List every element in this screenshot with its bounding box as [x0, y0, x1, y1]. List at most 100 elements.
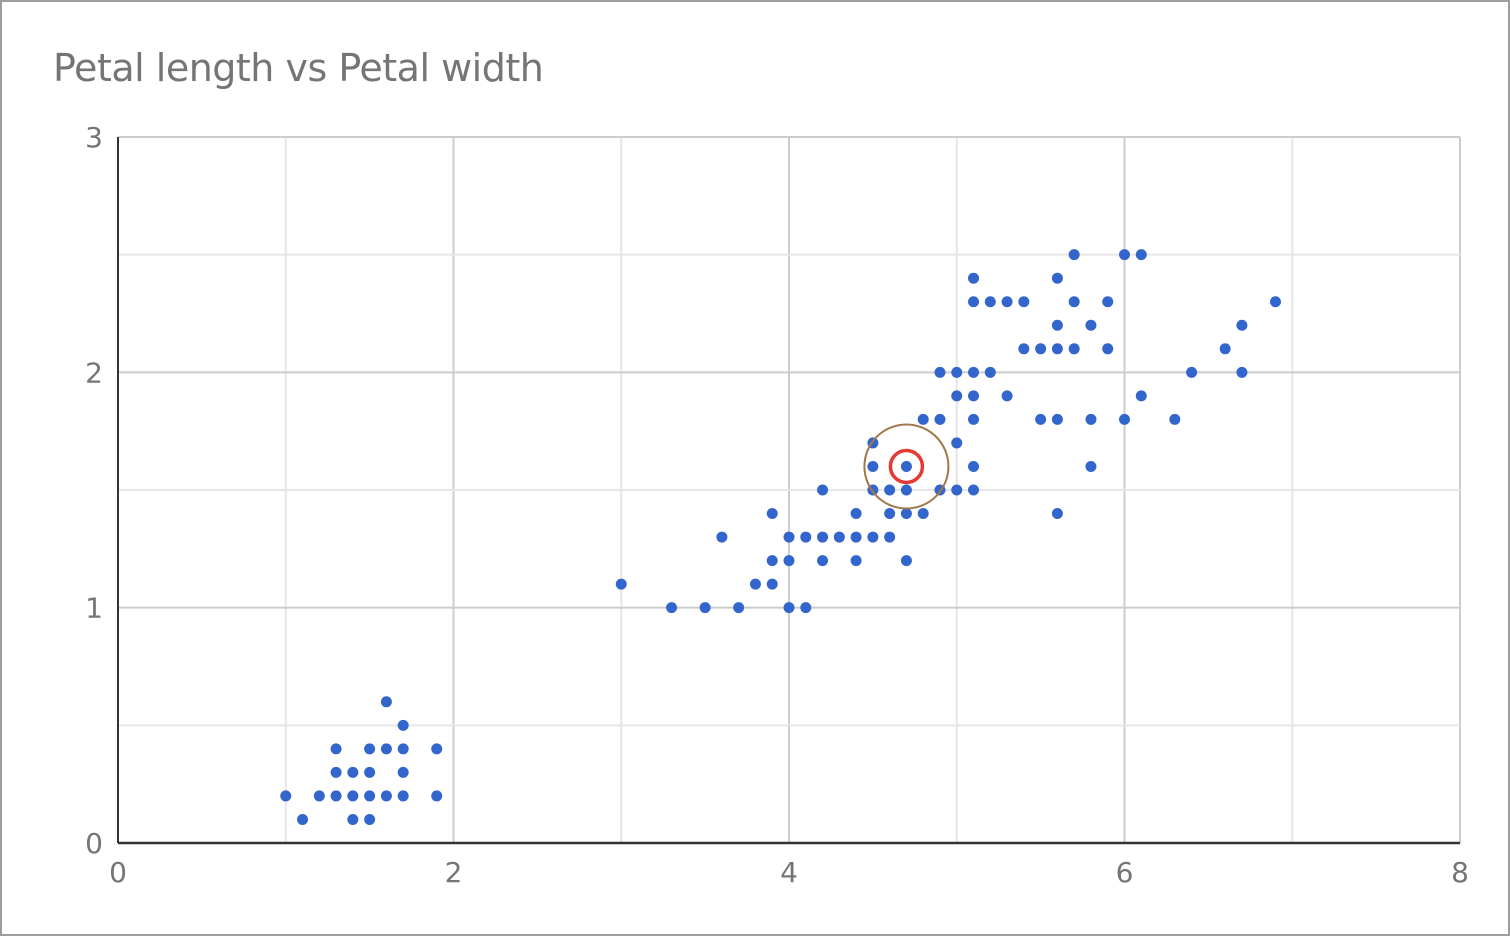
- data-point[interactable]: [934, 413, 946, 425]
- data-point[interactable]: [380, 696, 392, 708]
- data-point[interactable]: [968, 413, 980, 425]
- data-point[interactable]: [397, 743, 409, 755]
- data-point[interactable]: [850, 531, 862, 543]
- data-point[interactable]: [817, 531, 829, 543]
- data-point[interactable]: [900, 508, 912, 520]
- data-point[interactable]: [1219, 343, 1231, 355]
- data-point[interactable]: [397, 766, 409, 778]
- data-point[interactable]: [380, 790, 392, 802]
- data-point[interactable]: [330, 790, 342, 802]
- data-point[interactable]: [968, 272, 980, 284]
- data-point[interactable]: [1051, 272, 1063, 284]
- data-point[interactable]: [817, 555, 829, 567]
- data-point[interactable]: [347, 790, 359, 802]
- data-point[interactable]: [884, 484, 896, 496]
- data-point[interactable]: [364, 743, 376, 755]
- data-point[interactable]: [900, 555, 912, 567]
- data-point[interactable]: [1001, 296, 1013, 308]
- data-point[interactable]: [431, 743, 443, 755]
- data-point[interactable]: [1085, 413, 1097, 425]
- data-point[interactable]: [984, 366, 996, 378]
- data-point[interactable]: [666, 602, 678, 614]
- data-point[interactable]: [1169, 413, 1181, 425]
- data-point[interactable]: [783, 602, 795, 614]
- y-tick-label: 2: [85, 356, 103, 389]
- data-point[interactable]: [800, 531, 812, 543]
- data-point[interactable]: [817, 484, 829, 496]
- data-point[interactable]: [699, 602, 711, 614]
- data-point[interactable]: [1051, 413, 1063, 425]
- data-point[interactable]: [1186, 366, 1198, 378]
- data-point[interactable]: [1051, 508, 1063, 520]
- data-point[interactable]: [1051, 319, 1063, 331]
- data-point[interactable]: [968, 484, 980, 496]
- data-point[interactable]: [733, 602, 745, 614]
- data-point[interactable]: [1018, 296, 1030, 308]
- data-point[interactable]: [917, 413, 929, 425]
- data-point[interactable]: [783, 531, 795, 543]
- data-point[interactable]: [1018, 343, 1030, 355]
- data-point[interactable]: [1135, 249, 1147, 261]
- data-point[interactable]: [1035, 413, 1047, 425]
- data-point[interactable]: [783, 555, 795, 567]
- data-point[interactable]: [1236, 319, 1248, 331]
- data-point[interactable]: [968, 460, 980, 472]
- data-point[interactable]: [364, 813, 376, 825]
- data-point[interactable]: [297, 813, 309, 825]
- data-point[interactable]: [280, 790, 292, 802]
- data-point[interactable]: [867, 531, 879, 543]
- data-point[interactable]: [800, 602, 812, 614]
- data-point[interactable]: [1102, 343, 1114, 355]
- data-point[interactable]: [1269, 296, 1281, 308]
- data-point[interactable]: [766, 578, 778, 590]
- data-point[interactable]: [1119, 249, 1130, 261]
- data-point[interactable]: [766, 555, 778, 567]
- data-point[interactable]: [1001, 390, 1013, 402]
- data-point[interactable]: [431, 790, 443, 802]
- data-point[interactable]: [900, 460, 912, 472]
- data-point[interactable]: [397, 719, 409, 731]
- data-point[interactable]: [867, 460, 879, 472]
- data-point[interactable]: [330, 766, 342, 778]
- data-point[interactable]: [917, 508, 929, 520]
- data-point[interactable]: [397, 790, 409, 802]
- data-point[interactable]: [1085, 460, 1097, 472]
- data-point[interactable]: [1085, 319, 1097, 331]
- data-point[interactable]: [347, 813, 359, 825]
- data-point[interactable]: [1068, 343, 1080, 355]
- data-point[interactable]: [968, 296, 980, 308]
- data-point[interactable]: [968, 366, 980, 378]
- data-point[interactable]: [951, 437, 963, 449]
- data-point[interactable]: [380, 743, 392, 755]
- data-point[interactable]: [833, 531, 845, 543]
- data-point[interactable]: [364, 766, 376, 778]
- data-point[interactable]: [1236, 366, 1248, 378]
- data-point[interactable]: [884, 531, 896, 543]
- data-point[interactable]: [1035, 343, 1047, 355]
- data-point[interactable]: [850, 555, 862, 567]
- data-point[interactable]: [900, 484, 912, 496]
- data-point[interactable]: [951, 390, 963, 402]
- data-point[interactable]: [1051, 343, 1063, 355]
- data-point[interactable]: [347, 766, 359, 778]
- data-point[interactable]: [313, 790, 325, 802]
- data-point[interactable]: [1068, 296, 1080, 308]
- data-point[interactable]: [364, 790, 376, 802]
- data-point[interactable]: [1119, 413, 1130, 425]
- data-point[interactable]: [884, 508, 896, 520]
- data-point[interactable]: [968, 390, 980, 402]
- data-point[interactable]: [766, 508, 778, 520]
- data-point[interactable]: [749, 578, 761, 590]
- data-point[interactable]: [934, 366, 946, 378]
- data-point[interactable]: [951, 366, 963, 378]
- data-point[interactable]: [850, 508, 862, 520]
- data-point[interactable]: [716, 531, 728, 543]
- data-point[interactable]: [984, 296, 996, 308]
- data-point[interactable]: [951, 484, 963, 496]
- data-point[interactable]: [1068, 249, 1080, 261]
- data-point[interactable]: [330, 743, 342, 755]
- data-point[interactable]: [1135, 390, 1147, 402]
- data-point[interactable]: [615, 578, 627, 590]
- data-point[interactable]: [1102, 296, 1114, 308]
